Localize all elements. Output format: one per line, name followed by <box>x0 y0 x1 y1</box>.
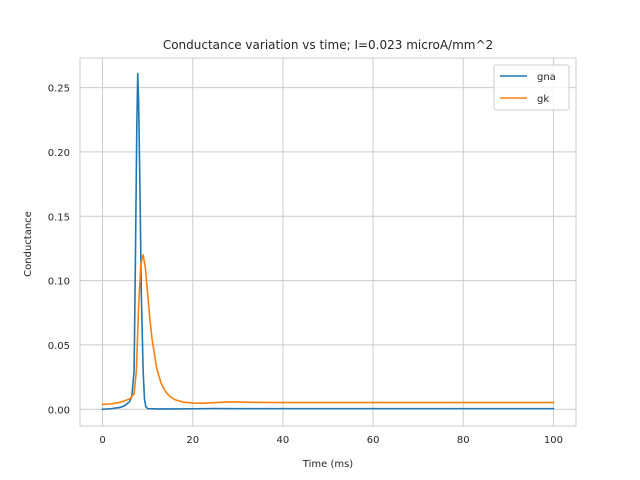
x-tick-label: 80 <box>457 435 470 446</box>
plot-background <box>80 58 576 426</box>
x-axis-label: Time (ms) <box>302 459 354 470</box>
x-tick-label: 20 <box>186 435 199 446</box>
x-tick-label: 0 <box>99 435 105 446</box>
y-tick-label: 0.20 <box>48 148 70 159</box>
x-gridlines <box>102 58 554 426</box>
y-tick-label: 0.15 <box>48 212 70 223</box>
series-layer <box>101 72 555 411</box>
y-tick-label: 0.05 <box>48 341 70 352</box>
x-tick-label: 60 <box>367 435 380 446</box>
legend-label-gk: gk <box>537 94 549 105</box>
x-axis-ticks: 0 20 40 60 80 100 <box>99 435 563 446</box>
plot-frame <box>79 57 577 427</box>
legend-label-gna: gna <box>537 72 556 83</box>
y-tick-label: 0.10 <box>48 277 70 288</box>
y-tick-label: 0.00 <box>48 405 70 416</box>
y-tick-label: 0.25 <box>48 84 70 95</box>
y-axis-ticks: 0.00 0.05 0.10 0.15 0.20 0.25 <box>48 84 70 417</box>
chart-title: Conductance variation vs time; I=0.023 m… <box>163 38 493 52</box>
plot-area <box>79 57 577 427</box>
x-tick-label: 100 <box>544 435 563 446</box>
legend-box <box>493 64 570 111</box>
x-tick-label: 40 <box>277 435 290 446</box>
series-line-gk <box>101 254 555 406</box>
y-axis-label: Conductance <box>23 211 34 277</box>
legend: gna gk <box>493 64 570 111</box>
